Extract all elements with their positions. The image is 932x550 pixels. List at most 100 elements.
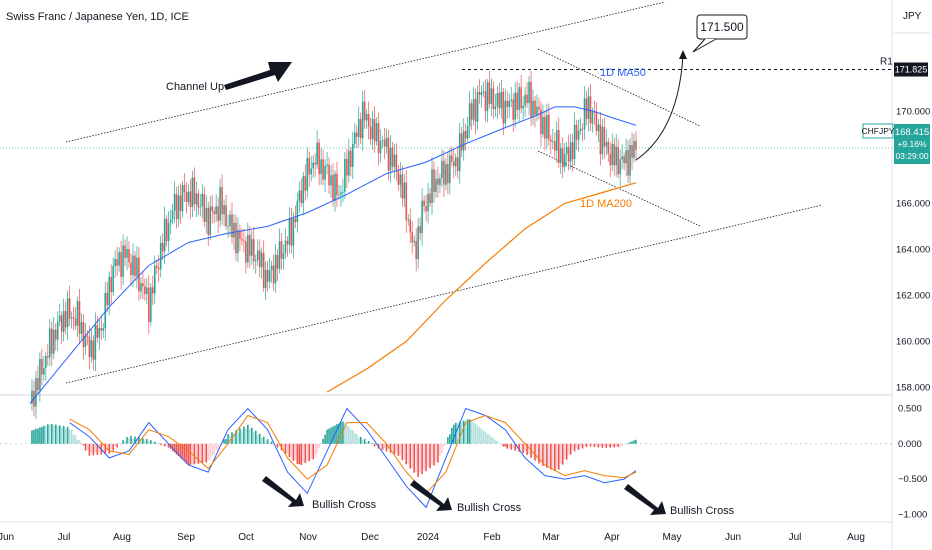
candle-body[interactable] <box>256 250 259 260</box>
candle-body[interactable] <box>621 156 623 160</box>
candle-body[interactable] <box>609 153 612 166</box>
price-scale[interactable]: JPY 158.000 160.000 162.000 164.000 166.000 1… <box>861 11 930 393</box>
candle-body[interactable] <box>50 328 53 354</box>
candle-body[interactable] <box>292 218 295 246</box>
candle-body[interactable] <box>268 270 271 282</box>
candle-body[interactable] <box>165 218 168 242</box>
candle-body[interactable] <box>223 205 225 215</box>
macd-line[interactable] <box>69 407 637 509</box>
candle-body[interactable] <box>449 155 451 184</box>
candle-body[interactable] <box>100 327 103 331</box>
candle-body[interactable] <box>41 358 43 375</box>
candle-body[interactable] <box>92 340 95 360</box>
candle-body[interactable] <box>369 126 372 140</box>
candle-body[interactable] <box>544 116 546 139</box>
candle-body[interactable] <box>633 141 635 158</box>
candle-body[interactable] <box>506 100 509 108</box>
candle-body[interactable] <box>607 141 610 154</box>
candle-body[interactable] <box>134 255 136 277</box>
candle-body[interactable] <box>320 159 322 174</box>
candle-body[interactable] <box>304 176 307 191</box>
candle-body[interactable] <box>433 169 435 193</box>
candle-body[interactable] <box>106 292 109 306</box>
candle-body[interactable] <box>395 154 398 171</box>
candle-body[interactable] <box>72 317 75 319</box>
candle-body[interactable] <box>371 118 374 140</box>
candle-body[interactable] <box>96 324 99 338</box>
candle-body[interactable] <box>314 162 316 165</box>
candle-body[interactable] <box>241 238 243 241</box>
candle-body[interactable] <box>508 100 511 108</box>
candle-body[interactable] <box>534 100 536 115</box>
candle-body[interactable] <box>151 287 154 294</box>
candle-body[interactable] <box>52 329 55 354</box>
candle-body[interactable] <box>284 240 287 254</box>
candle-body[interactable] <box>476 91 479 122</box>
candle-body[interactable] <box>187 191 190 202</box>
candle-body[interactable] <box>579 128 582 132</box>
candle-body[interactable] <box>126 249 128 258</box>
candle-body[interactable] <box>300 190 303 204</box>
candle-body[interactable] <box>306 158 309 191</box>
candle-body[interactable] <box>540 109 542 135</box>
candle-body[interactable] <box>233 222 235 238</box>
candle-body[interactable] <box>591 111 594 124</box>
candle-body[interactable] <box>419 226 421 234</box>
candle-body[interactable] <box>393 154 396 167</box>
candle-body[interactable] <box>136 257 138 277</box>
candle-body[interactable] <box>397 170 400 185</box>
candle-body[interactable] <box>235 222 237 254</box>
candle-body[interactable] <box>470 103 473 120</box>
candle-body[interactable] <box>381 140 384 141</box>
candle-body[interactable] <box>563 154 566 167</box>
candle-body[interactable] <box>270 265 273 271</box>
candle-body[interactable] <box>322 159 324 180</box>
candle-body[interactable] <box>340 192 342 195</box>
candle-body[interactable] <box>623 156 625 164</box>
candle-body[interactable] <box>571 142 574 160</box>
candle-body[interactable] <box>70 317 73 319</box>
candle-body[interactable] <box>243 240 245 242</box>
candle-body[interactable] <box>326 164 328 166</box>
candle-body[interactable] <box>132 255 134 276</box>
candle-body[interactable] <box>454 157 457 167</box>
candle-body[interactable] <box>114 259 116 267</box>
candle-body[interactable] <box>605 141 608 147</box>
candle-body[interactable] <box>74 318 77 326</box>
candle-body[interactable] <box>66 298 69 328</box>
candle-body[interactable] <box>557 129 560 163</box>
candle-body[interactable] <box>78 301 81 334</box>
candle-body[interactable] <box>280 241 283 259</box>
candle-body[interactable] <box>148 287 150 322</box>
candle-body[interactable] <box>415 240 417 260</box>
candle-body[interactable] <box>88 336 91 358</box>
candle-body[interactable] <box>352 143 354 167</box>
candle-body[interactable] <box>474 99 477 122</box>
candle-body[interactable] <box>548 114 550 140</box>
candle-body[interactable] <box>346 158 348 176</box>
candle-body[interactable] <box>403 182 406 199</box>
candle-body[interactable] <box>514 92 516 120</box>
candle-body[interactable] <box>567 147 570 162</box>
candle-body[interactable] <box>484 91 487 112</box>
candle-body[interactable] <box>312 162 314 169</box>
candle-body[interactable] <box>391 147 394 167</box>
candle-body[interactable] <box>128 249 130 263</box>
candle-body[interactable] <box>159 242 162 270</box>
candle-body[interactable] <box>146 287 148 294</box>
target-callout[interactable]: 171.500 <box>692 14 748 53</box>
candle-body[interactable] <box>282 253 285 259</box>
candle-body[interactable] <box>249 235 251 256</box>
candle-body[interactable] <box>140 283 142 292</box>
candle-body[interactable] <box>601 126 604 155</box>
candle-body[interactable] <box>488 82 491 104</box>
candle-body[interactable] <box>213 211 215 215</box>
candle-body[interactable] <box>171 210 174 220</box>
candle-body[interactable] <box>375 123 378 142</box>
candle-body[interactable] <box>447 164 449 184</box>
candle-body[interactable] <box>413 240 415 243</box>
candle-body[interactable] <box>138 257 140 292</box>
candle-body[interactable] <box>629 145 631 176</box>
candle-body[interactable] <box>288 218 291 245</box>
